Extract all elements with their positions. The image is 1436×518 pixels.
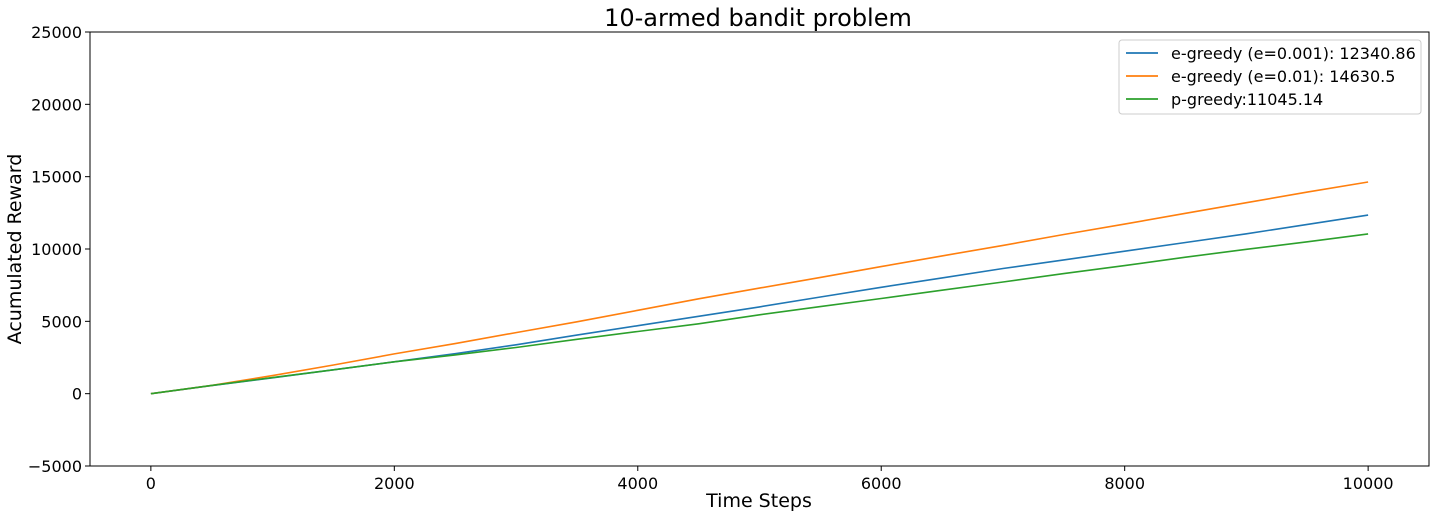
y-tick-label: −5000 [28,457,82,476]
chart-title: 10-armed bandit problem [604,4,912,32]
legend-label-2: e-greedy (e=0.01): 14630.5 [1171,67,1395,86]
x-axis-ticks: 0 2000 4000 6000 8000 10000 [146,466,1394,493]
x-tick-label: 4000 [617,474,658,493]
x-tick-label: 8000 [1104,474,1145,493]
series-line-1 [150,214,1369,395]
series-lines [150,181,1369,395]
y-tick-label: 20000 [31,95,82,114]
y-tick-label: 25000 [31,23,82,42]
x-tick-label: 10000 [1343,474,1394,493]
y-axis-title: Acumulated Reward [4,154,26,345]
y-tick-label: 15000 [31,168,82,187]
x-tick-label: 2000 [374,474,415,493]
legend-label-1: e-greedy (e=0.001): 12340.86 [1171,44,1416,63]
series-line-3 [150,233,1369,395]
y-tick-label: 10000 [31,240,82,259]
legend-box [1118,39,1422,115]
y-tick-label: 5000 [41,312,82,331]
y-axis-ticks: −5000 0 5000 10000 15000 20000 25000 [28,23,90,476]
legend: e-greedy (e=0.001): 12340.86 e-greedy (e=… [1118,39,1422,115]
y-tick-label: 0 [72,385,82,404]
x-tick-label: 0 [146,474,156,493]
legend-label-3: p-greedy:11045.14 [1171,90,1323,109]
x-tick-label: 6000 [861,474,902,493]
series-line-2 [150,181,1369,395]
x-axis-title: Time Steps [705,490,812,512]
